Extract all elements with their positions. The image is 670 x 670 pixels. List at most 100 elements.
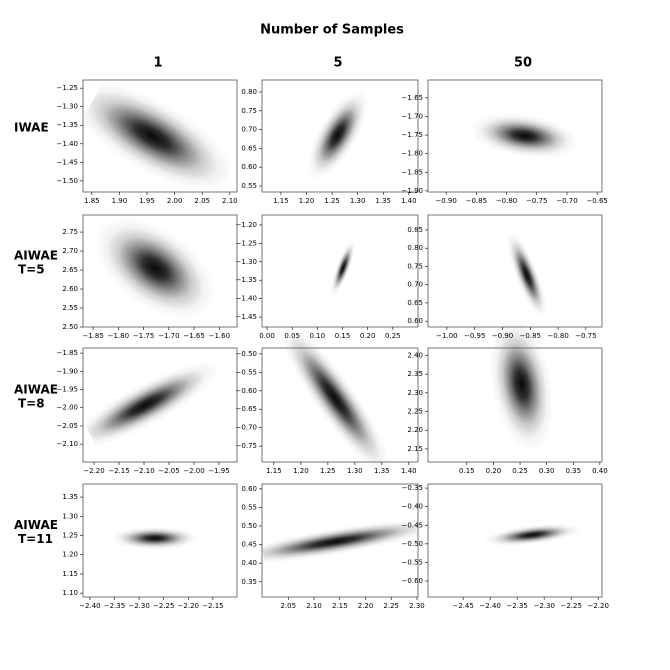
x-tick-label: −2.30	[128, 602, 149, 610]
x-tick-label: −1.85	[82, 332, 103, 340]
row-label: T=11	[18, 532, 53, 546]
y-tick-label: 1.15	[62, 570, 78, 578]
y-tick-label: 2.35	[407, 370, 423, 378]
y-tick-label: −0.55	[236, 368, 257, 376]
x-tick-label: 2.30	[409, 602, 425, 610]
x-tick-label: −1.60	[209, 332, 230, 340]
x-tick-label: −2.20	[587, 602, 608, 610]
y-tick-label: −1.90	[402, 187, 423, 195]
y-tick-label: 0.60	[407, 317, 423, 325]
y-tick-label: 0.65	[407, 299, 423, 307]
x-tick-label: −2.35	[104, 602, 125, 610]
x-tick-label: −2.40	[479, 602, 500, 610]
axes-frame	[427, 79, 603, 193]
y-tick-label: −0.45	[402, 521, 423, 529]
y-tick-label: −1.65	[402, 94, 423, 102]
density-blob	[307, 89, 369, 180]
x-tick-label: −1.00	[436, 332, 457, 340]
y-tick-label: 2.15	[407, 445, 423, 453]
y-tick-label: 0.55	[241, 503, 257, 511]
y-tick-label: −1.85	[57, 349, 78, 357]
x-tick-label: 1.15	[273, 197, 289, 205]
x-tick-label: −2.40	[79, 602, 100, 610]
axes-frame	[82, 214, 238, 328]
x-tick-label: −2.10	[133, 467, 154, 475]
column-label: 50	[514, 56, 532, 71]
axes-frame	[261, 347, 419, 463]
x-tick-label: −1.95	[208, 467, 229, 475]
y-tick-label: 0.70	[241, 126, 257, 134]
figure-title: Number of Samples	[260, 23, 404, 38]
x-tick-label: −1.70	[158, 332, 179, 340]
y-tick-label: 0.75	[241, 107, 257, 115]
y-tick-label: 1.30	[62, 512, 78, 520]
x-tick-label: 1.30	[350, 197, 366, 205]
x-tick-label: 1.25	[324, 197, 340, 205]
x-tick-label: −0.95	[464, 332, 485, 340]
x-tick-label: −0.70	[556, 197, 577, 205]
x-tick-label: 0.25	[385, 332, 401, 340]
y-tick-label: −0.60	[236, 387, 257, 395]
row-label: AIWAE	[14, 249, 58, 263]
column-label: 1	[153, 56, 162, 71]
y-tick-label: −1.25	[236, 239, 257, 247]
y-tick-label: 0.65	[241, 144, 257, 152]
x-tick-label: 2.00	[167, 197, 183, 205]
x-tick-label: −1.75	[133, 332, 154, 340]
y-tick-label: −0.65	[236, 405, 257, 413]
y-tick-label: −0.40	[402, 503, 423, 511]
y-tick-label: −1.90	[57, 367, 78, 375]
y-tick-label: −1.70	[402, 112, 423, 120]
x-tick-label: −2.05	[158, 467, 179, 475]
density-blob	[506, 231, 547, 319]
x-tick-label: −2.20	[83, 467, 104, 475]
x-tick-label: 0.30	[539, 467, 555, 475]
y-tick-label: −1.80	[402, 150, 423, 158]
axes-frame	[427, 483, 603, 598]
axes-frame	[82, 347, 238, 463]
density-blob	[110, 526, 200, 550]
x-tick-label: 1.20	[293, 467, 309, 475]
x-tick-label: 1.15	[266, 467, 282, 475]
column-label: 5	[333, 56, 342, 71]
x-tick-label: −2.30	[533, 602, 554, 610]
density-blob	[330, 240, 356, 296]
y-tick-label: −1.45	[57, 158, 78, 166]
row-label: T=8	[18, 397, 45, 411]
y-tick-label: 2.40	[407, 351, 423, 359]
axes-frame	[427, 347, 603, 463]
y-tick-label: −0.70	[236, 424, 257, 432]
x-tick-label: −1.80	[108, 332, 129, 340]
x-tick-label: 0.00	[259, 332, 275, 340]
y-tick-label: −2.10	[57, 440, 78, 448]
x-tick-label: 0.15	[335, 332, 351, 340]
x-tick-label: 0.05	[284, 332, 300, 340]
x-tick-label: 2.05	[280, 602, 296, 610]
axes-frame	[82, 79, 238, 193]
x-tick-label: 1.40	[401, 467, 417, 475]
y-tick-label: −0.50	[402, 540, 423, 548]
x-tick-label: 1.95	[139, 197, 155, 205]
y-tick-label: 1.20	[62, 551, 78, 559]
x-tick-label: −2.45	[452, 602, 473, 610]
y-tick-label: 0.80	[407, 244, 423, 252]
y-tick-label: 0.60	[241, 163, 257, 171]
y-tick-label: 0.80	[241, 88, 257, 96]
y-tick-label: −1.40	[236, 295, 257, 303]
y-tick-label: 0.35	[241, 578, 257, 586]
y-tick-label: 0.55	[241, 182, 257, 190]
x-tick-label: 0.20	[360, 332, 376, 340]
x-tick-label: 2.25	[383, 602, 399, 610]
axes-frame	[261, 79, 419, 193]
y-tick-label: 2.75	[62, 228, 78, 236]
x-tick-label: −1.65	[183, 332, 204, 340]
y-tick-label: 0.45	[241, 541, 257, 549]
x-tick-label: −2.25	[153, 602, 174, 610]
y-tick-label: −2.05	[57, 422, 78, 430]
y-tick-label: 2.70	[62, 247, 78, 255]
x-tick-label: 2.20	[358, 602, 374, 610]
row-label: AIWAE	[14, 383, 58, 397]
x-tick-label: −2.35	[506, 602, 527, 610]
x-tick-label: 0.35	[565, 467, 581, 475]
x-tick-label: 2.10	[222, 197, 238, 205]
